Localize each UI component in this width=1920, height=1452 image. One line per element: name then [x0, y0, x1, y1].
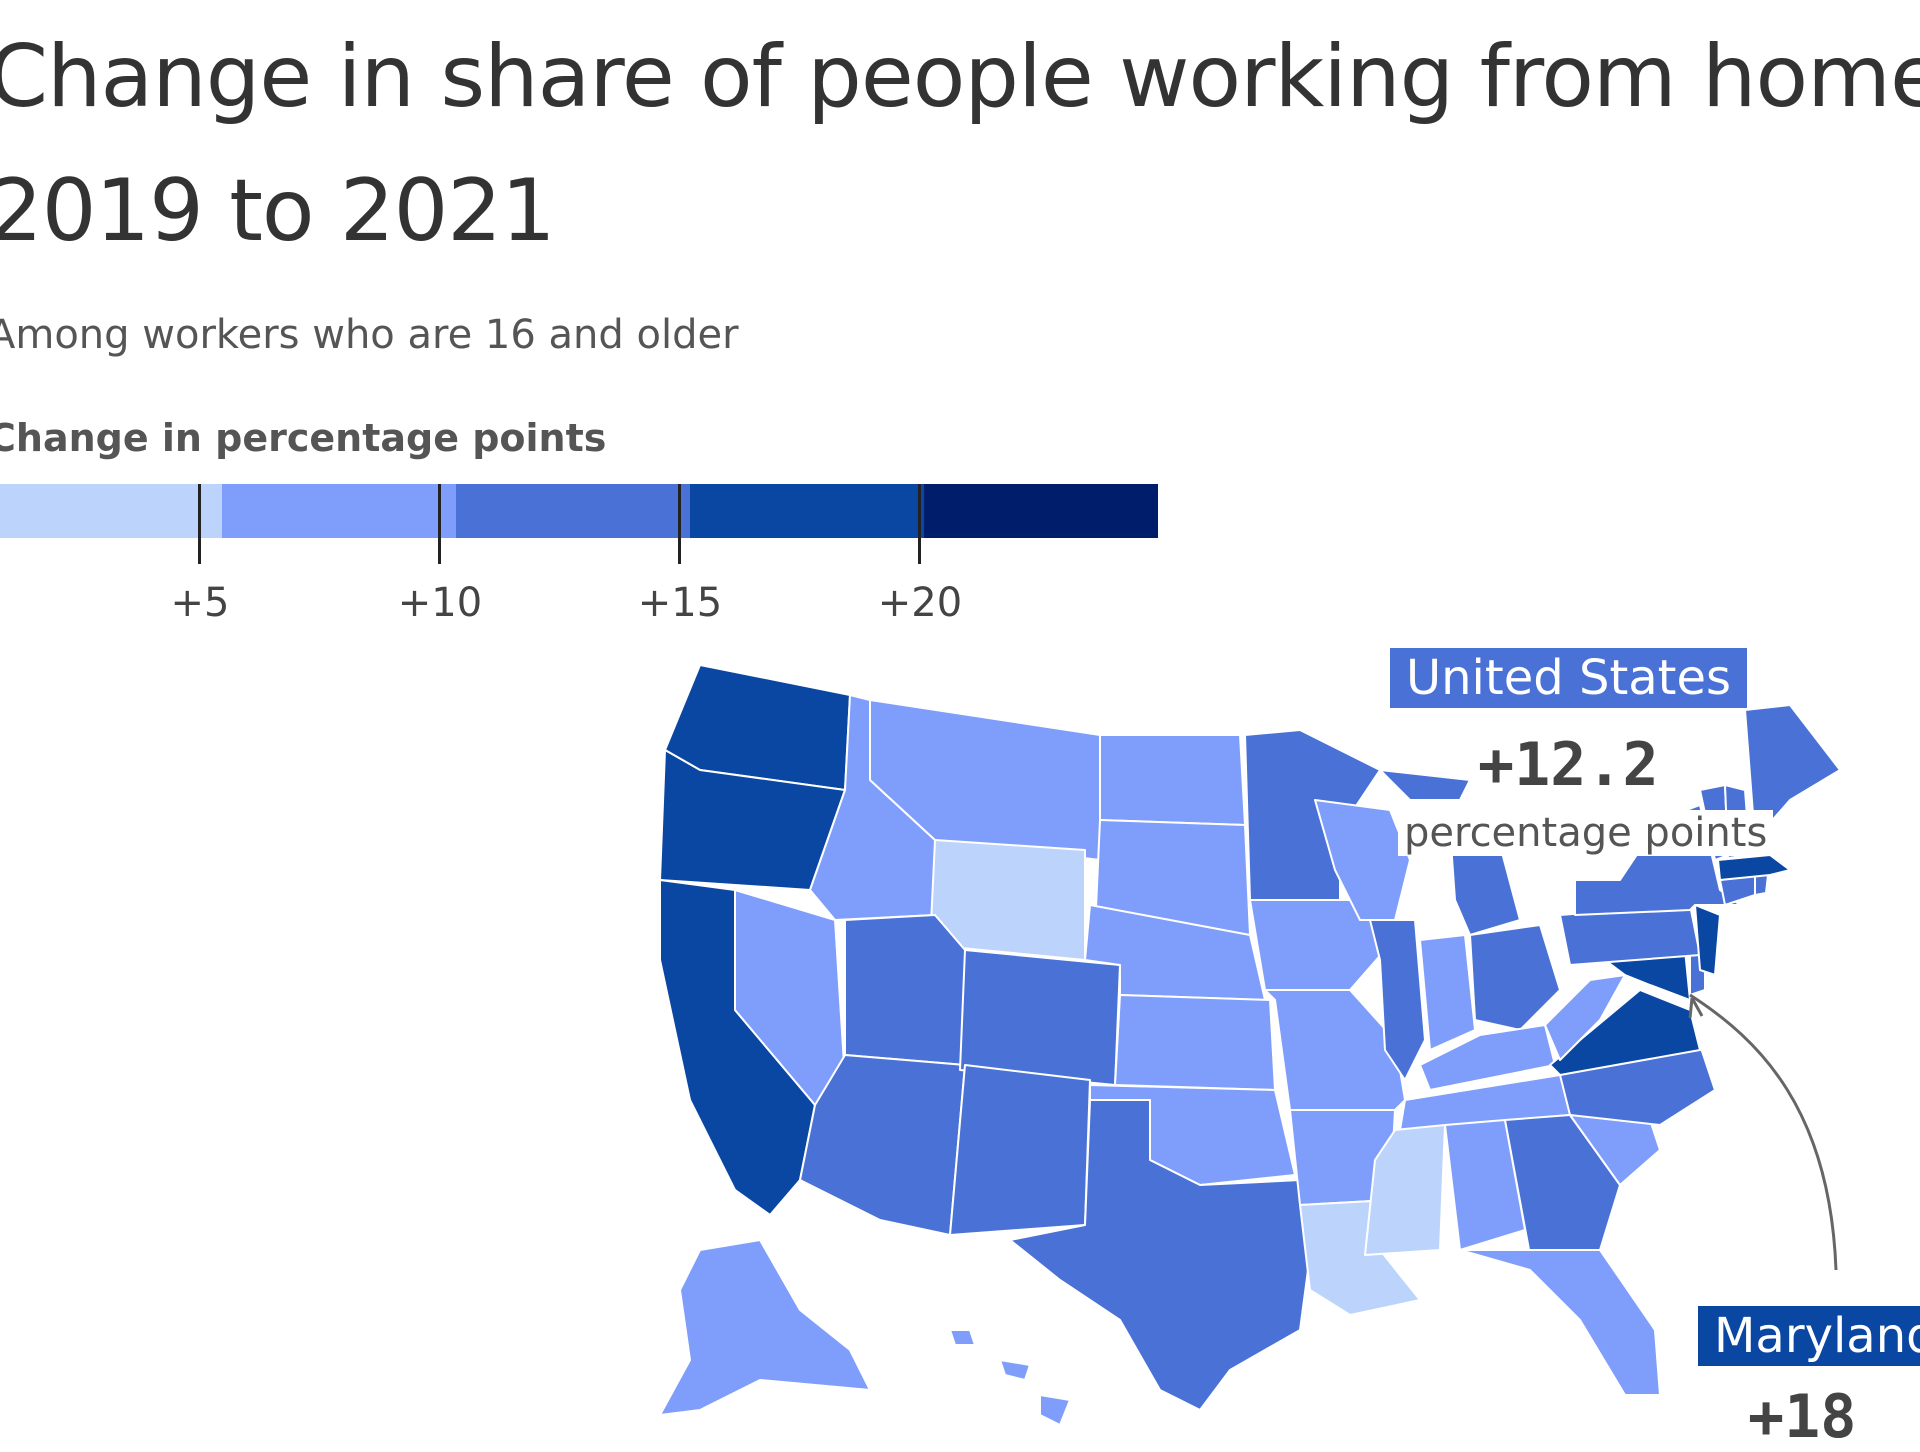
maryland-callout-label: Maryland [1698, 1306, 1920, 1366]
maryland-callout-value: +18 [1748, 1382, 1857, 1452]
us-callout-value: +12.2 [1478, 730, 1659, 800]
state-ri [1754, 874, 1769, 896]
us-callout-unit: percentage points [1398, 810, 1774, 856]
state-oh [1469, 924, 1561, 1031]
legend-tick-mark [678, 484, 681, 564]
legend-tick-label: +20 [877, 580, 963, 626]
state-mo [1264, 989, 1406, 1111]
legend-tick-label: +15 [637, 580, 723, 626]
state-ky [1419, 1024, 1556, 1091]
state-va [1549, 989, 1701, 1076]
legend-swatch-2 [456, 484, 690, 538]
legend-swatch-1 [222, 484, 456, 538]
title-line-2: 2019 to 2021 [0, 161, 556, 261]
state-co [959, 949, 1121, 1086]
state-nm [949, 1064, 1091, 1236]
legend-swatch-0 [0, 484, 222, 538]
title-line-1: Change in share of people working from h… [0, 27, 1920, 127]
state-hi [949, 1329, 1071, 1426]
leader-arrowhead [1688, 997, 1704, 1019]
maryland-leader-line [1689, 993, 1838, 1271]
legend-swatch-3 [690, 484, 924, 538]
legend-title: Change in percentage points [0, 416, 607, 460]
state-fl [1459, 1249, 1661, 1396]
state-nd [1099, 734, 1246, 826]
state-wv [1544, 974, 1626, 1061]
chart-subtitle: Among workers who are 16 and older [0, 312, 739, 358]
state-ms [1364, 1124, 1446, 1256]
state-in [1419, 934, 1476, 1051]
legend-swatch-4 [924, 484, 1158, 538]
state-nj [1694, 904, 1721, 976]
legend-tick-label: +5 [170, 580, 230, 626]
state-il [1369, 919, 1426, 1081]
us-callout-label: United States [1390, 648, 1748, 708]
state-ia [1249, 899, 1386, 991]
chart-title: Change in share of people working from h… [0, 10, 1920, 278]
legend-tick-mark [438, 484, 441, 564]
color-legend [0, 484, 1158, 538]
state-ks [1114, 994, 1276, 1091]
legend-tick-mark [198, 484, 201, 564]
state-ak [659, 1239, 871, 1416]
state-ut [844, 914, 966, 1066]
legend-tick-mark [918, 484, 921, 564]
legend-tick-label: +10 [397, 580, 483, 626]
state-ga [1504, 1114, 1621, 1256]
state-tx [1009, 1099, 1311, 1411]
